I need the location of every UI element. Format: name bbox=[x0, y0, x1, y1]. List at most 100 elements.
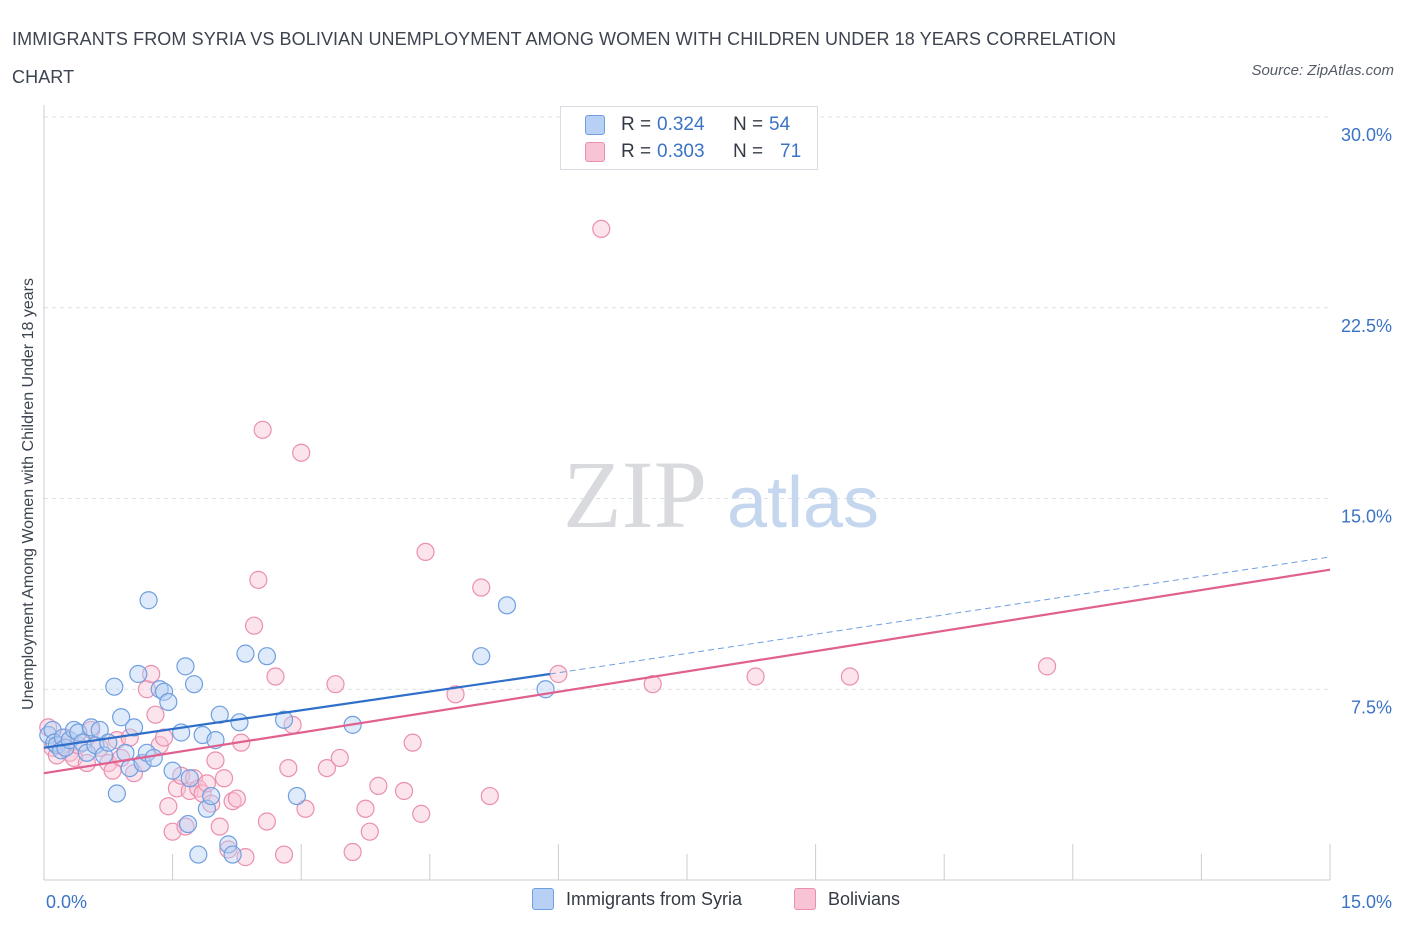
bolivia-point-65 bbox=[480, 786, 499, 806]
legend-r-value-syria: 0.324 bbox=[657, 114, 705, 135]
y-tick-label-2: 22.5% bbox=[1341, 316, 1392, 336]
y-tick-label-1: 15.0% bbox=[1341, 507, 1392, 527]
legend-r-label: R = bbox=[621, 114, 652, 135]
bolivia-point-53 bbox=[326, 675, 345, 694]
syria-point-33 bbox=[176, 657, 195, 676]
bolivia-point-56 bbox=[356, 799, 375, 818]
watermark: ZIP atlas bbox=[563, 441, 879, 548]
syria-point-49 bbox=[287, 786, 307, 806]
watermark-zip: ZIP bbox=[563, 441, 707, 548]
bolivia-point-69 bbox=[746, 667, 765, 686]
bolivia-point-45 bbox=[257, 812, 277, 831]
bolivia-point-71 bbox=[1037, 657, 1057, 676]
legend-item-syria: Immigrants from Syria bbox=[532, 888, 742, 910]
bolivia-point-23 bbox=[159, 797, 178, 816]
syria-point-19 bbox=[112, 708, 131, 727]
legend-swatch-syria bbox=[585, 115, 605, 135]
syria-point-48 bbox=[274, 710, 294, 729]
bolivia-point-39 bbox=[227, 789, 246, 808]
bolivia-point-42 bbox=[244, 616, 264, 635]
legend-label-syria: Immigrants from Syria bbox=[566, 888, 743, 909]
legend-n-label: N = bbox=[733, 141, 764, 162]
syria-point-30 bbox=[159, 692, 178, 712]
bolivia-point-47 bbox=[274, 845, 294, 864]
chart-title: IMMIGRANTS FROM SYRIA VS BOLIVIAN UNEMPL… bbox=[12, 29, 1117, 87]
y-tick-label-0: 7.5% bbox=[1351, 697, 1392, 717]
syria-point-31 bbox=[163, 761, 182, 780]
legend-n-label: N = bbox=[733, 114, 764, 135]
bolivia-point-55 bbox=[343, 842, 362, 862]
trend-lines bbox=[43, 556, 1331, 775]
syria-point-43 bbox=[219, 835, 238, 854]
bolivia-point-62 bbox=[416, 542, 435, 562]
bolivia-point-48 bbox=[279, 758, 298, 778]
syria-point-47 bbox=[257, 647, 277, 666]
legend-swatch-syria bbox=[532, 888, 554, 910]
bolivia-point-34 bbox=[206, 751, 225, 770]
stats-legend: R = 0.324 N = 54 R = 0.303 N = 71 bbox=[560, 106, 818, 170]
bolivia-point-46 bbox=[266, 667, 285, 686]
syria-point-51 bbox=[472, 647, 491, 666]
syria-trend-extension bbox=[549, 556, 1331, 675]
legend-row-bolivia: R = 0.303 N = 71 bbox=[585, 140, 801, 164]
bolivia-point-60 bbox=[403, 733, 422, 752]
bolivia-point-44 bbox=[253, 420, 272, 439]
bolivia-point-54 bbox=[330, 748, 349, 768]
bolivia-point-64 bbox=[472, 578, 491, 597]
bolivia-point-20 bbox=[146, 705, 165, 724]
source-label: Source: ZipAtlas.com bbox=[1251, 62, 1394, 79]
bolivia-point-63 bbox=[446, 685, 465, 704]
bolivia-point-51 bbox=[296, 799, 315, 818]
tick-labels: 7.5% 15.0% 22.5% 30.0% 0.0% 15.0% bbox=[46, 125, 1392, 912]
bolivia-point-61 bbox=[412, 804, 431, 823]
syria-point-35 bbox=[180, 769, 199, 788]
bolivia-trend-line bbox=[43, 568, 1331, 775]
legend-n-value-bolivia: 71 bbox=[780, 141, 802, 162]
bolivia-point-36 bbox=[214, 769, 234, 788]
syria-point-22 bbox=[124, 718, 144, 737]
bolivia-point-27 bbox=[176, 817, 195, 836]
legend-row-syria: R = 0.324 N = 54 bbox=[585, 113, 790, 137]
syria-point-52 bbox=[497, 596, 517, 615]
syria-point-34 bbox=[178, 814, 198, 834]
y-tick-label-3: 30.0% bbox=[1341, 125, 1392, 145]
bolivia-point-50 bbox=[292, 443, 311, 462]
series-legend: Immigrants from Syria Bolivians bbox=[0, 888, 1406, 916]
syria-point-27 bbox=[144, 748, 163, 768]
bolivia-point-70 bbox=[840, 667, 859, 686]
syria-trend-line bbox=[43, 672, 550, 749]
syria-point-40 bbox=[202, 786, 221, 806]
syria-point-45 bbox=[230, 713, 249, 732]
syria-point-23 bbox=[129, 664, 148, 684]
bolivia-point-52 bbox=[317, 758, 337, 778]
bolivia-point-58 bbox=[369, 776, 388, 795]
bolivia-point-57 bbox=[360, 822, 379, 841]
bolivia-point-22 bbox=[154, 728, 174, 747]
bolivia-points bbox=[39, 219, 1057, 867]
axes bbox=[43, 105, 1331, 881]
syria-point-18 bbox=[107, 784, 126, 803]
watermark-atlas: atlas bbox=[727, 463, 879, 543]
syria-point-17 bbox=[105, 677, 124, 696]
gridlines bbox=[44, 116, 1330, 690]
legend-swatch-bolivia bbox=[794, 888, 816, 910]
bolivia-point-19 bbox=[142, 664, 161, 684]
syria-point-26 bbox=[139, 591, 158, 610]
syria-point-14 bbox=[90, 720, 109, 740]
bolivia-point-59 bbox=[394, 781, 414, 801]
syria-point-46 bbox=[236, 644, 255, 663]
bolivia-point-43 bbox=[249, 570, 268, 589]
legend-r-label: R = bbox=[621, 141, 652, 162]
syria-points bbox=[39, 591, 555, 864]
legend-r-value-bolivia: 0.303 bbox=[657, 141, 705, 162]
bolivia-point-68 bbox=[643, 675, 662, 694]
legend-label-bolivia: Bolivians bbox=[828, 888, 901, 909]
syria-point-36 bbox=[184, 675, 204, 694]
x-tick-label-0: 0.0% bbox=[46, 892, 87, 912]
syria-point-44 bbox=[223, 845, 242, 864]
bolivia-point-35 bbox=[210, 817, 229, 836]
legend-item-bolivia: Bolivians bbox=[794, 888, 900, 910]
x-tick-label-1: 15.0% bbox=[1341, 892, 1392, 912]
legend-swatch-bolivia bbox=[585, 142, 605, 162]
legend-n-value-syria: 54 bbox=[769, 114, 791, 135]
